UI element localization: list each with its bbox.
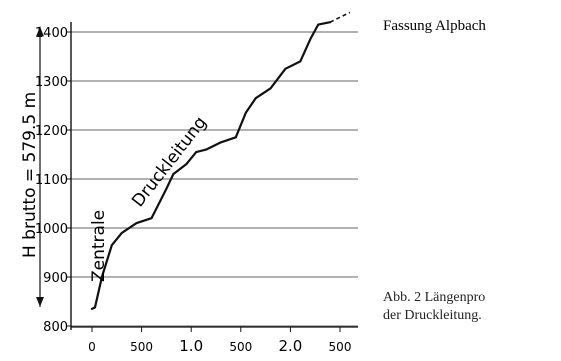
x-tick-label: 1.0 — [179, 337, 203, 355]
curve-label: Druckleitung — [128, 113, 211, 211]
x-tick-label: 0 — [88, 340, 96, 354]
figure-caption-line2: der Druckleitung. — [383, 308, 482, 323]
head-label: H brutto = 579.5 m — [20, 92, 40, 258]
x-tick-label: 500 — [329, 340, 352, 354]
x-tick-label: 2.0 — [278, 337, 302, 355]
x-tick-label: 500 — [130, 340, 153, 354]
x-tick-labels: 0 500 1.0 500 2.0 500 — [88, 327, 351, 355]
series-line-extension — [329, 11, 351, 23]
y-tick-label: 800 — [43, 320, 68, 335]
x-tick-label: 500 — [229, 340, 252, 354]
y-tick-label: 900 — [43, 271, 68, 286]
series-line-druckleitung — [90, 21, 332, 310]
figure-caption-line1: Abb. 2 Längenpro — [383, 290, 486, 305]
end-label: Fassung Alpbach — [383, 18, 486, 34]
grid-lines — [71, 31, 358, 327]
start-label: Zentrale — [89, 210, 109, 282]
